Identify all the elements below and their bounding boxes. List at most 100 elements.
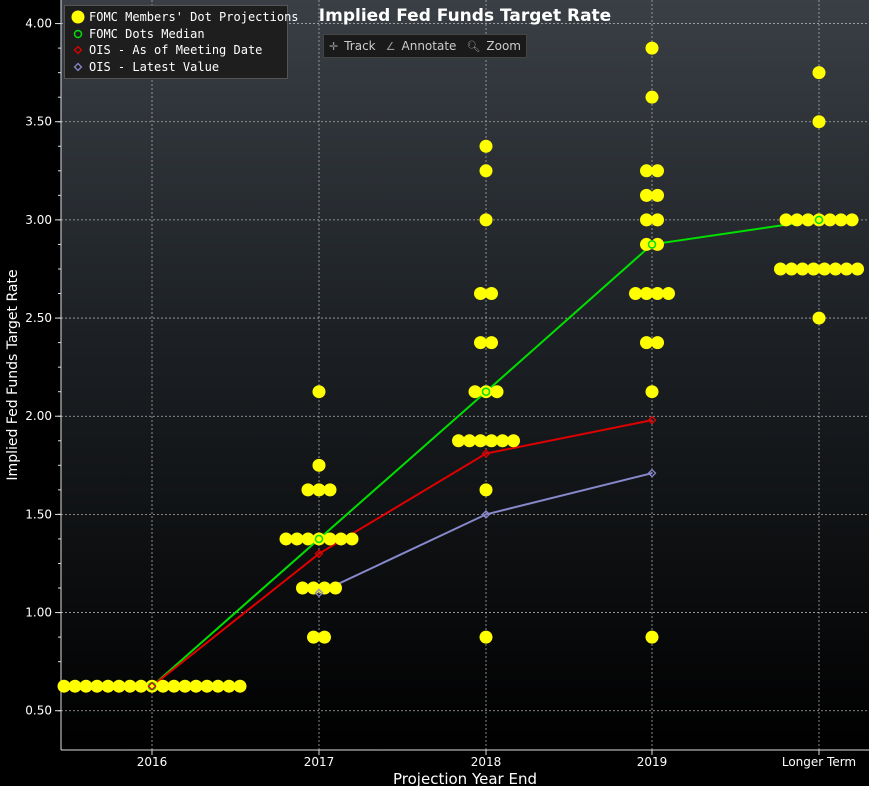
legend-label: FOMC Dots Median: [89, 26, 205, 41]
dot-point: [112, 679, 126, 693]
legend-label: OIS - Latest Value: [89, 59, 220, 74]
dot-point: [645, 630, 659, 644]
dot-point: [312, 483, 326, 497]
dot-point: [68, 679, 82, 693]
dot-point: [779, 213, 793, 227]
dot-point: [463, 434, 476, 448]
dot-point: [468, 385, 482, 399]
series-line: [318, 472, 653, 594]
y-tick-label: 1.50: [25, 507, 52, 521]
dot-point: [189, 679, 203, 693]
dot-point: [790, 213, 804, 227]
x-tick-label: 2016: [137, 755, 168, 769]
y-axis-label: Implied Fed Funds Target Rate: [5, 269, 21, 480]
dot-point: [801, 213, 815, 227]
pencil-icon: ∠: [385, 39, 396, 53]
dot-point: [645, 385, 659, 399]
annotate-label: Annotate: [401, 39, 457, 53]
dot-point: [312, 385, 326, 399]
dot-point: [479, 630, 493, 644]
dot-point: [851, 262, 864, 276]
legend-item-ois-meeting[interactable]: OIS - As of Meeting Date: [71, 42, 281, 59]
dot-point: [845, 213, 859, 227]
dot-point: [479, 213, 493, 227]
ois-marker: [647, 468, 657, 478]
legend-item-median[interactable]: FOMC Dots Median: [71, 26, 281, 43]
dot-point: [796, 262, 809, 276]
legend-swatch-ois-latest: [71, 60, 85, 74]
zoom-label: Zoom: [486, 39, 521, 53]
x-axis-ticks: 2016 2017 2018 2019 Longer Term: [137, 750, 856, 769]
dot-point: [345, 532, 359, 546]
dot-point: [90, 679, 104, 693]
dot-point: [840, 262, 853, 276]
y-tick-label: 3.00: [25, 213, 52, 227]
x-tick-label: 2019: [637, 755, 668, 769]
ois-marker: [314, 588, 324, 598]
dot-point: [662, 287, 675, 301]
dot-point: [323, 532, 337, 546]
dot-point: [318, 630, 331, 644]
magnifier-icon: 🔍︎: [466, 39, 481, 53]
series-line: [151, 419, 653, 687]
dot-point: [490, 385, 504, 399]
dot-point: [101, 679, 115, 693]
y-tick-label: 4.00: [25, 17, 52, 31]
dot-point: [233, 679, 247, 693]
ois-marker: [481, 509, 491, 519]
dot-point: [479, 139, 493, 153]
annotate-button[interactable]: ∠ Annotate: [381, 36, 462, 56]
dot-point: [479, 164, 493, 178]
legend-swatch-dots: [71, 10, 85, 24]
dot-point: [640, 336, 653, 350]
dot-point: [496, 434, 509, 448]
plot-background: [61, 0, 869, 750]
dot-point: [818, 262, 831, 276]
dot-point: [645, 41, 659, 55]
ois-marker: [314, 549, 324, 559]
median-marker: [481, 387, 491, 396]
y-tick-label: 3.50: [25, 115, 52, 129]
dot-point: [479, 483, 493, 497]
dot-point: [290, 532, 304, 546]
dot-point: [640, 213, 653, 227]
dot-point: [312, 458, 326, 472]
median-marker: [647, 240, 657, 249]
dot-point: [474, 336, 487, 350]
y-axis-ticks: 0.50 1.00 1.50 2.00 2.50 3.00 3.50 4.00: [25, 17, 61, 718]
legend-item-dots[interactable]: FOMC Members' Dot Projections: [71, 9, 299, 26]
ois-marker: [481, 449, 491, 458]
dot-point: [640, 188, 653, 202]
dot-point: [485, 434, 498, 448]
y-tick-label: 1.00: [25, 606, 52, 620]
dot-point: [774, 262, 787, 276]
legend-label: FOMC Members' Dot Projections: [89, 10, 299, 25]
dot-point: [134, 679, 148, 693]
dot-point: [323, 483, 337, 497]
dot-point: [57, 679, 71, 693]
dot-point: [640, 287, 653, 301]
dot-point: [301, 532, 315, 546]
dot-point: [651, 336, 664, 350]
dot-point: [279, 532, 293, 546]
dot-point: [485, 336, 498, 350]
dot-point: [651, 287, 664, 301]
zoom-button[interactable]: 🔍︎ Zoom: [461, 36, 526, 56]
dot-point: [479, 385, 493, 399]
series-markers: [147, 215, 824, 691]
median-marker: [314, 534, 324, 544]
legend-item-ois-latest[interactable]: OIS - Latest Value: [71, 59, 281, 76]
y-tick-label: 0.50: [25, 704, 52, 718]
dot-point: [296, 581, 309, 595]
dot-point: [334, 532, 348, 546]
dot-point: [640, 164, 653, 178]
dot-projections: [57, 41, 864, 693]
x-tick-label: 2018: [471, 755, 502, 769]
ois-marker: [147, 681, 157, 691]
ois-marker: [647, 415, 657, 425]
dot-point: [812, 213, 826, 227]
legend-label: OIS - As of Meeting Date: [89, 43, 263, 58]
track-button[interactable]: ✛ Track: [324, 36, 381, 56]
dot-point: [823, 213, 837, 227]
dot-point: [629, 287, 642, 301]
